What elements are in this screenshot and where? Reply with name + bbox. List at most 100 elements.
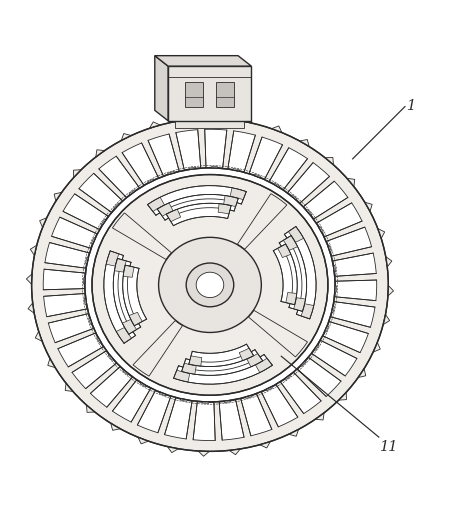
Polygon shape — [90, 367, 132, 407]
Polygon shape — [30, 245, 37, 256]
Polygon shape — [245, 395, 252, 398]
Polygon shape — [334, 286, 336, 292]
Polygon shape — [210, 167, 217, 168]
Polygon shape — [318, 227, 323, 233]
Polygon shape — [327, 246, 331, 252]
Polygon shape — [104, 251, 135, 343]
Polygon shape — [382, 315, 389, 325]
Polygon shape — [202, 402, 208, 403]
Polygon shape — [168, 171, 174, 175]
Polygon shape — [224, 400, 230, 403]
Polygon shape — [229, 188, 246, 200]
Polygon shape — [89, 318, 92, 325]
Polygon shape — [113, 203, 119, 209]
Polygon shape — [204, 129, 227, 168]
Polygon shape — [188, 344, 253, 367]
Polygon shape — [299, 140, 308, 147]
Polygon shape — [122, 265, 146, 326]
Polygon shape — [155, 56, 251, 66]
Polygon shape — [218, 400, 244, 440]
Polygon shape — [26, 274, 32, 285]
Polygon shape — [357, 369, 365, 377]
Polygon shape — [72, 351, 116, 388]
Polygon shape — [387, 286, 393, 296]
Polygon shape — [288, 227, 303, 242]
Polygon shape — [166, 203, 230, 226]
Polygon shape — [137, 391, 170, 433]
Polygon shape — [269, 148, 307, 190]
Polygon shape — [140, 382, 146, 387]
Polygon shape — [176, 130, 200, 170]
Polygon shape — [273, 183, 279, 188]
Polygon shape — [96, 150, 104, 157]
Polygon shape — [331, 306, 334, 313]
Polygon shape — [58, 333, 103, 367]
Polygon shape — [334, 280, 376, 300]
FancyBboxPatch shape — [215, 82, 233, 106]
Polygon shape — [300, 361, 306, 366]
Polygon shape — [313, 344, 318, 350]
Polygon shape — [123, 265, 134, 277]
Polygon shape — [122, 143, 158, 185]
Polygon shape — [159, 392, 166, 396]
Polygon shape — [188, 356, 201, 366]
Polygon shape — [300, 304, 313, 319]
Polygon shape — [180, 398, 187, 402]
Polygon shape — [35, 331, 42, 341]
Polygon shape — [283, 236, 297, 250]
Text: 1: 1 — [407, 99, 416, 113]
Polygon shape — [86, 405, 95, 412]
Polygon shape — [284, 375, 290, 380]
Polygon shape — [122, 369, 129, 375]
Ellipse shape — [158, 237, 261, 333]
Polygon shape — [198, 451, 209, 456]
Polygon shape — [48, 314, 93, 343]
Polygon shape — [265, 386, 272, 391]
Polygon shape — [288, 430, 298, 436]
Polygon shape — [364, 202, 371, 211]
Polygon shape — [48, 358, 55, 368]
Polygon shape — [113, 258, 140, 334]
Polygon shape — [97, 337, 101, 343]
Polygon shape — [240, 394, 271, 436]
Polygon shape — [106, 251, 119, 266]
Polygon shape — [232, 169, 239, 171]
Ellipse shape — [31, 119, 387, 451]
Polygon shape — [315, 413, 324, 420]
Polygon shape — [173, 370, 189, 382]
Polygon shape — [116, 327, 131, 343]
Ellipse shape — [85, 168, 334, 402]
Polygon shape — [241, 117, 252, 123]
Polygon shape — [138, 437, 148, 444]
Polygon shape — [277, 244, 290, 258]
Polygon shape — [133, 320, 182, 376]
Polygon shape — [166, 209, 180, 222]
FancyBboxPatch shape — [184, 82, 202, 106]
Polygon shape — [237, 193, 286, 249]
Polygon shape — [108, 354, 113, 360]
Polygon shape — [149, 122, 160, 128]
Polygon shape — [261, 385, 297, 427]
Polygon shape — [293, 298, 305, 311]
Polygon shape — [255, 358, 272, 373]
Polygon shape — [338, 392, 346, 400]
Polygon shape — [99, 156, 139, 197]
Polygon shape — [181, 363, 196, 374]
Polygon shape — [303, 181, 347, 219]
Polygon shape — [377, 229, 384, 238]
Polygon shape — [83, 278, 85, 284]
Polygon shape — [84, 298, 87, 305]
Polygon shape — [284, 227, 316, 319]
Polygon shape — [28, 303, 34, 313]
Polygon shape — [122, 319, 136, 334]
Polygon shape — [51, 217, 97, 248]
Polygon shape — [112, 380, 150, 422]
Polygon shape — [218, 204, 230, 214]
Polygon shape — [290, 195, 297, 200]
Polygon shape — [85, 257, 89, 264]
Polygon shape — [129, 190, 136, 195]
Polygon shape — [121, 133, 131, 141]
Polygon shape — [167, 446, 178, 453]
Text: 11: 11 — [379, 441, 398, 454]
Polygon shape — [325, 158, 333, 165]
